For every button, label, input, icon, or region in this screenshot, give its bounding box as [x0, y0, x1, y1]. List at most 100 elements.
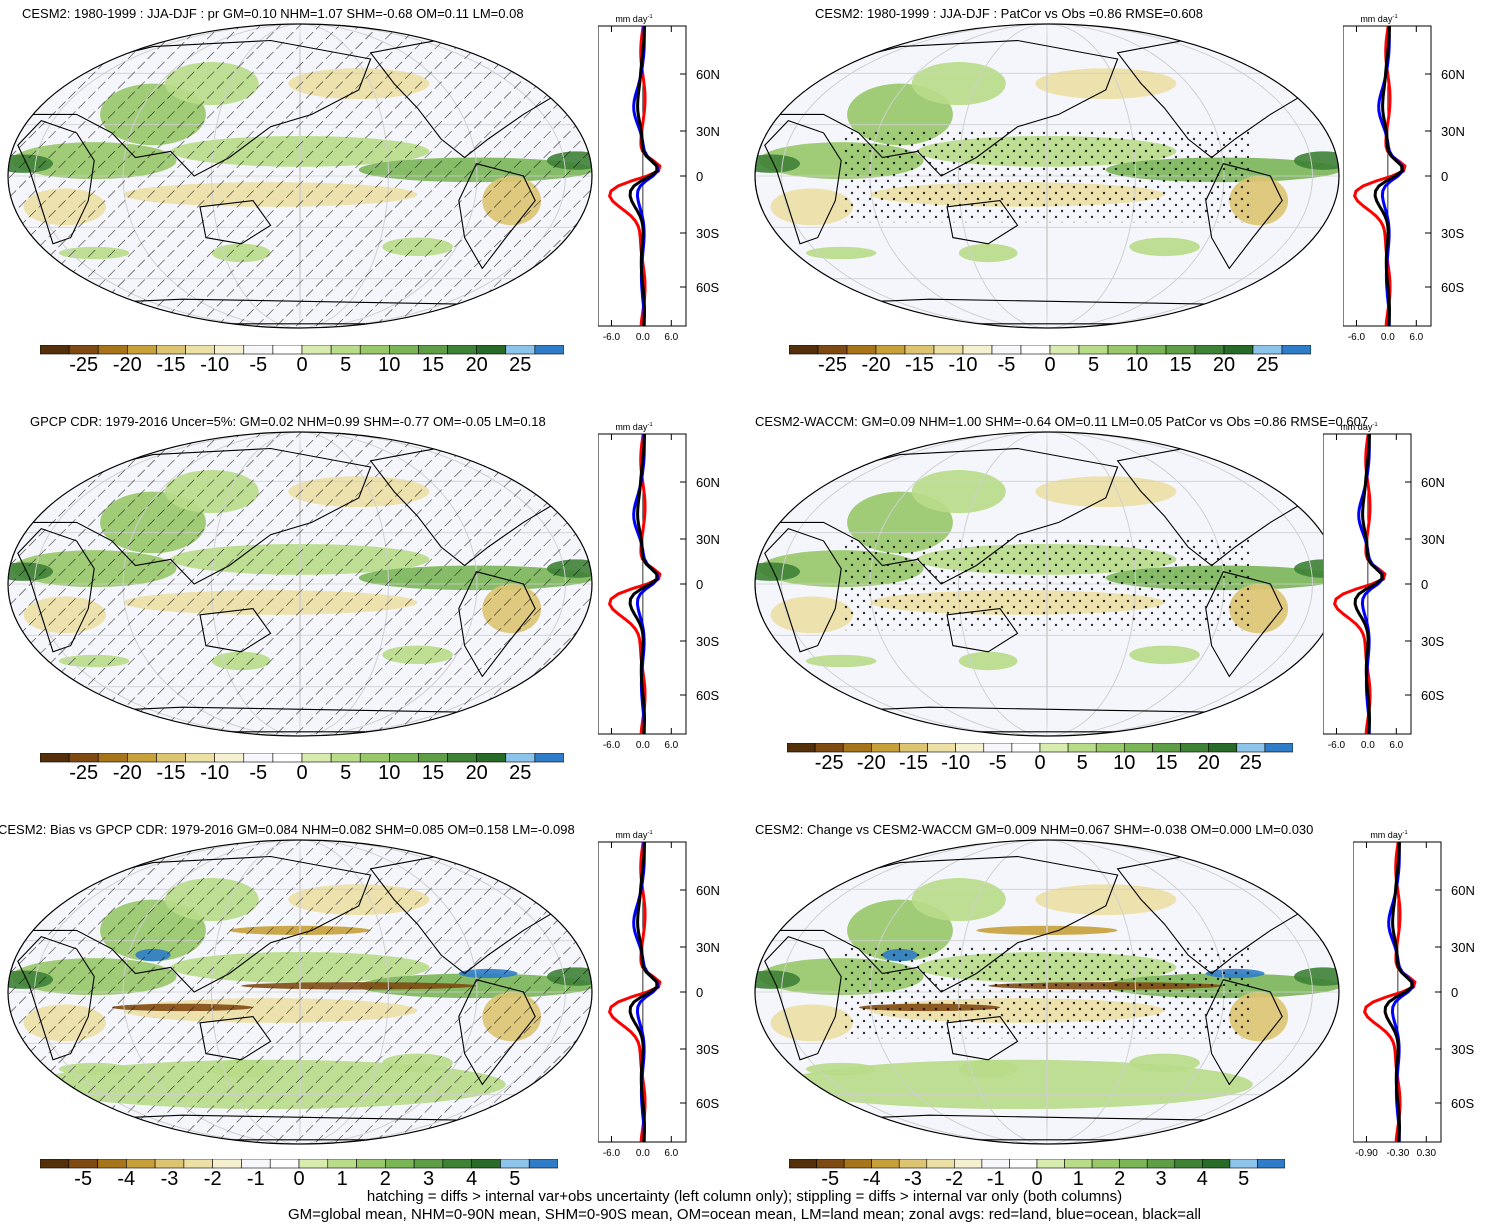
colorbar-swatch	[68, 1158, 98, 1169]
colorbar-swatch	[1009, 1158, 1038, 1169]
precip-field-blob	[805, 654, 877, 668]
colorbar-swatch	[843, 1158, 872, 1169]
zonal-all-curve	[1353, 433, 1384, 735]
lat-tick-label: 30S	[1421, 634, 1444, 649]
lat-tick-label: 60S	[696, 1096, 719, 1111]
colorbar-label: 20	[1197, 752, 1220, 774]
colorbar: -25 -20 -15 -10 -5 0 5 10 15 20 25	[786, 740, 1294, 780]
lat-tick-label: 0	[1441, 169, 1448, 184]
panel-1: CESM2: 1980-1999 : JJA-DJF : pr GM=0.10 …	[0, 0, 744, 408]
coastline	[764, 935, 842, 1061]
colorbar-label: 5	[1076, 752, 1088, 774]
colorbar-swatch	[359, 344, 390, 355]
lat-tick-label: 60N	[1441, 67, 1465, 82]
colorbar-swatch	[1257, 1158, 1286, 1169]
colorbar-label: -25	[69, 354, 99, 376]
lat-tick-label: 60N	[1451, 883, 1475, 898]
colorbar-swatch	[1236, 742, 1266, 753]
zonal-x-tick-label: 6.0	[1389, 740, 1403, 751]
colorbar-label: -3	[160, 1168, 179, 1190]
zonal-all-curve	[628, 433, 659, 735]
zonal-x-tick-label: -0.30	[1386, 1148, 1409, 1159]
colorbar-swatch	[1036, 1158, 1065, 1169]
colorbar-swatch	[528, 1158, 559, 1169]
colorbar-label: 20	[1212, 354, 1236, 376]
zonal-unit-label: mm day-1	[1340, 422, 1378, 432]
colorbar-label: 5	[509, 1168, 521, 1190]
colorbar-swatch	[1152, 742, 1181, 753]
colorbar-label: 2	[379, 1168, 391, 1190]
colorbar-swatch	[500, 1158, 530, 1169]
footer-line-2: GM=global mean, NHM=0-90N mean, SHM=0-90…	[287, 1206, 1201, 1223]
colorbar-swatch	[389, 752, 419, 763]
colorbar-swatch	[1011, 742, 1041, 753]
colorbar-swatch	[816, 1158, 845, 1169]
precip-field-blob	[1035, 68, 1177, 99]
colorbar-swatch	[1223, 344, 1254, 355]
zonal-unit-label: mm day-1	[615, 422, 653, 432]
colorbar-label: 1	[1072, 1168, 1084, 1190]
world-map	[754, 431, 1340, 737]
colorbar-swatch	[846, 344, 877, 355]
colorbar-swatch	[269, 1158, 300, 1169]
zonal-average-plot: mm day-1 60N 30N 0 30S 60S -6.0 0.0 6.0	[598, 14, 720, 343]
zonal-average-plot: mm day-1 60N 30N 0 30S 60S -6.0 0.0 6.0	[598, 422, 720, 751]
colorbar-swatch	[301, 344, 332, 355]
colorbar-swatch	[875, 344, 906, 355]
stippling-overlay	[841, 537, 1253, 631]
zonal-average-plot: mm day-1 60N 30N 0 30S 60S -6.0 0.0 6.0	[598, 830, 720, 1159]
colorbar-swatch	[962, 344, 993, 355]
precip-field-blob	[805, 246, 877, 260]
colorbar-swatch	[1281, 344, 1312, 355]
colorbar-swatch	[214, 344, 245, 355]
colorbar-label: -1	[246, 1168, 265, 1190]
zonal-x-tick-label: -6.0	[603, 332, 621, 343]
colorbar-label: 10	[1113, 752, 1136, 774]
zonal-average-plot: mm day-1 60N 30N 0 30S 60S -6.0 0.0 6.0	[1323, 422, 1445, 751]
zonal-x-tick-label: 0.0	[636, 1148, 650, 1159]
panel-title: GPCP CDR: 1979-2016 Uncer=5%: GM=0.02 NH…	[30, 414, 546, 429]
precip-field-blob	[958, 651, 1018, 671]
colorbar-label: 5	[1238, 1168, 1250, 1190]
colorbar-swatch	[154, 1158, 185, 1169]
colorbar-swatch	[1039, 742, 1069, 753]
colorbar-label: 1	[336, 1168, 348, 1190]
colorbar-label: 15	[1169, 354, 1192, 376]
colorbar-swatch	[272, 752, 303, 763]
precip-field-blob	[958, 243, 1018, 263]
colorbar-swatch	[471, 1158, 501, 1169]
zonal-x-tick-label: 6.0	[664, 740, 678, 751]
zonal-land-curve	[1362, 841, 1417, 1143]
lat-tick-label: 60N	[1421, 475, 1445, 490]
colorbar-label: -20	[112, 762, 142, 784]
world-map	[754, 839, 1340, 1145]
lat-tick-label: 30S	[696, 226, 719, 241]
colorbar-swatch	[927, 742, 956, 753]
lat-tick-label: 0	[696, 169, 703, 184]
colorbar-swatch	[68, 752, 99, 763]
colorbar-swatch	[442, 1158, 472, 1169]
zonal-average-plot: mm day-1 60N 30N 0 30S 60S -0.90 -0.30 0.30	[1353, 830, 1475, 1159]
colorbar-label: 3	[1155, 1168, 1167, 1190]
colorbar-label: -25	[69, 762, 99, 784]
colorbar-label: 20	[465, 354, 488, 376]
colorbar-swatch	[97, 752, 128, 763]
colorbar-label: 0	[1034, 752, 1046, 774]
colorbar-label: -5	[249, 354, 268, 376]
colorbar-swatch	[1091, 1158, 1120, 1169]
zonal-land-curve	[607, 841, 662, 1143]
colorbar-label: -25	[814, 752, 844, 774]
coastline	[764, 527, 842, 653]
colorbar-label: 5	[340, 354, 352, 376]
colorbar-swatch	[39, 752, 70, 763]
zonal-x-tick-label: 6.0	[664, 1148, 678, 1159]
hatching-overlay	[8, 24, 592, 328]
precip-field-blob	[1129, 237, 1200, 257]
colorbar: -5 -4 -3 -2 -1 0 1 2 3 4 5	[39, 1156, 559, 1196]
colorbar-swatch	[955, 742, 985, 753]
colorbar-label: -5	[821, 1168, 840, 1190]
colorbar-label: -15	[905, 354, 934, 376]
stippling-overlay	[841, 945, 1253, 1039]
lat-tick-label: 0	[696, 985, 703, 1000]
colorbar-swatch	[1049, 344, 1080, 355]
